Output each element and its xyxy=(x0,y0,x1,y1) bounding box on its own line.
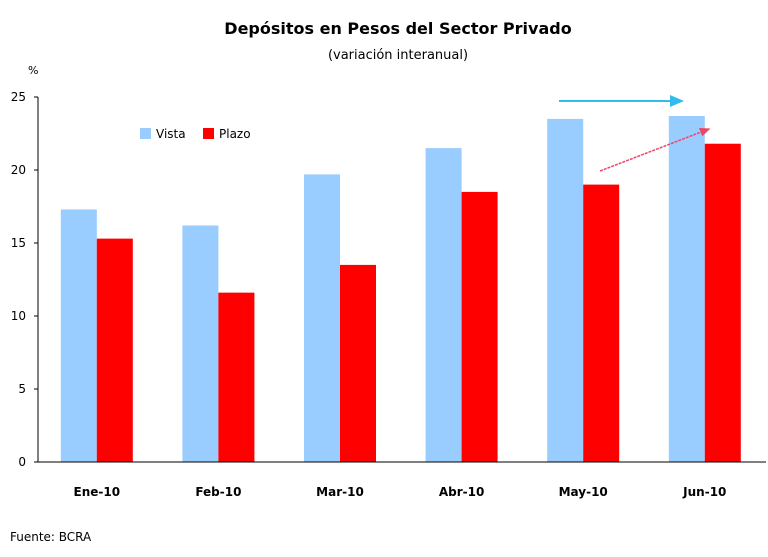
legend-label-vista: Vista xyxy=(156,127,186,141)
x-tick-label: Mar-10 xyxy=(316,485,364,499)
bar-vista-may-10 xyxy=(547,118,584,463)
legend: Vista Plazo xyxy=(140,127,251,141)
bar-plazo-jun-10 xyxy=(704,143,741,462)
bar-plazo-abr-10 xyxy=(461,191,498,462)
bar-plazo-ene-10 xyxy=(96,238,133,462)
bar-vista-mar-10 xyxy=(304,174,340,462)
bar-plazo-may-10 xyxy=(583,184,620,462)
y-tick-label: 5 xyxy=(18,382,26,396)
bar-plazo-feb-10 xyxy=(218,292,255,462)
bar-vista-feb-10 xyxy=(182,225,219,462)
bar-vista-jun-10 xyxy=(668,115,705,462)
legend-swatch-vista xyxy=(140,128,151,139)
bar-vista-ene-10 xyxy=(60,209,97,462)
y-tick-label: 15 xyxy=(11,236,26,250)
x-tick-label: Feb-10 xyxy=(195,485,241,499)
y-tick-label: 10 xyxy=(11,309,26,323)
source-note: Fuente: BCRA xyxy=(10,530,92,544)
x-tick-label: May-10 xyxy=(559,485,608,499)
bar-plazo-mar-10 xyxy=(340,264,376,462)
y-tick-label: 25 xyxy=(11,90,26,104)
y-axis-label: % xyxy=(28,64,38,77)
chart-subtitle: (variación interanual) xyxy=(328,48,468,63)
legend-label-plazo: Plazo xyxy=(219,127,251,141)
y-tick-label: 0 xyxy=(18,455,26,469)
annotation-arrow-plazo xyxy=(599,128,711,172)
y-tick-label: 20 xyxy=(11,163,26,177)
x-tick-label: Abr-10 xyxy=(439,485,484,499)
chart-title: Depósitos en Pesos del Sector Privado xyxy=(224,19,571,38)
legend-swatch-plazo xyxy=(203,128,214,139)
x-tick-label: Jun-10 xyxy=(682,485,726,499)
bar-vista-abr-10 xyxy=(425,148,462,462)
x-tick-label: Ene-10 xyxy=(74,485,121,499)
